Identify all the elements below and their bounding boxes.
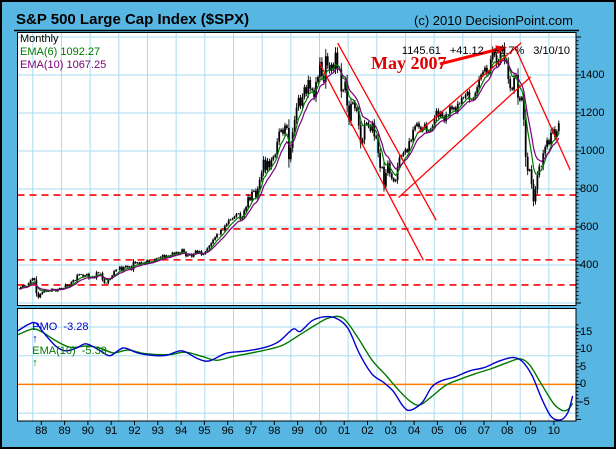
price-axis-label: 1000 <box>580 145 605 157</box>
pmo-axis-label: -5 <box>580 395 590 408</box>
price-axis-label: 400 <box>580 259 599 271</box>
pmo-ema-value: -5.39 <box>81 345 107 357</box>
year-label: 99 <box>291 425 304 437</box>
last-price: 1145.61 <box>401 45 441 57</box>
pmo-line-pmo <box>17 315 574 421</box>
year-label: 96 <box>221 425 234 437</box>
quote-date: 3/10/10 <box>533 45 570 57</box>
ema10-line <box>18 59 560 291</box>
year-label: 02 <box>361 425 374 437</box>
support-lines <box>17 194 576 286</box>
year-label: 10 <box>547 425 561 437</box>
axis-ticks <box>40 36 581 425</box>
year-label: 09 <box>524 425 537 437</box>
pmo-ema-label: EMA(10) <box>32 345 76 357</box>
pmo-ema-up-arrow-icon: ↑ <box>32 357 38 369</box>
pmo-value: -3.28 <box>63 321 89 333</box>
ema6-line <box>18 54 560 292</box>
trend-lines <box>318 42 571 261</box>
year-label: 07 <box>477 425 491 437</box>
pmo-axis-label: 10 <box>580 343 593 356</box>
chart-title: S&P 500 Large Cap Index ($SPX) <box>16 11 250 28</box>
year-label: 90 <box>81 425 95 437</box>
pmo-axis-label: 15 <box>580 325 593 338</box>
year-label: 91 <box>105 425 118 437</box>
may-2007-annotation: May 2007 <box>371 53 447 73</box>
ema6-legend: EMA(6) 1092.27 <box>20 46 101 58</box>
copyright-text: (c) 2010 DecisionPoint.com <box>414 13 573 28</box>
price-axis-label: 1200 <box>580 107 605 119</box>
year-label: 01 <box>338 425 351 437</box>
pmo-label: PMO <box>32 321 58 333</box>
year-label: 94 <box>174 425 188 437</box>
decline-2008 <box>514 46 571 171</box>
pmo-panel-border <box>17 308 577 422</box>
pmo-up-arrow-icon: ↑ <box>32 333 38 345</box>
year-label: 93 <box>151 425 164 437</box>
rise-channel-upper <box>417 42 522 134</box>
last-quote-strip: 1145.61 +41.12 +3.7% 3/10/10 <box>390 33 570 69</box>
price-axis-label: 600 <box>580 221 599 233</box>
main-panel-border <box>17 32 577 306</box>
year-label: 04 <box>407 425 421 437</box>
year-label: 00 <box>314 425 328 437</box>
year-label: 03 <box>384 425 397 437</box>
year-label: 98 <box>268 425 281 437</box>
year-label: 95 <box>198 425 211 437</box>
price-axis-label: 1400 <box>580 69 605 81</box>
year-label: 05 <box>431 425 444 437</box>
year-label: 97 <box>244 425 258 437</box>
year-label: 08 <box>501 425 514 437</box>
pmo-axis-label: 5 <box>580 360 587 373</box>
annotation-arrow-head <box>495 45 508 55</box>
candle-bodies <box>20 46 560 298</box>
decline-channel-upper <box>337 42 437 221</box>
pmo-legend: PMO -3.28 ↑ EMA(10) -5.39 ↑ <box>20 309 107 381</box>
year-label: 88 <box>35 425 48 437</box>
ema10-legend: EMA(10) 1067.25 <box>20 59 107 71</box>
price-series <box>18 42 560 299</box>
price-axis-label: 800 <box>580 183 599 195</box>
annotation-arrow-shaft <box>439 48 497 66</box>
pmo-line-ema10 <box>17 315 574 412</box>
price-change: +41.12 <box>449 45 484 57</box>
year-label: 92 <box>128 425 141 437</box>
percent-change: +3.7% <box>492 45 525 57</box>
pmo-axis-label: 0 <box>580 378 587 391</box>
timeframe-label: Monthly <box>20 33 59 45</box>
pmo-series <box>17 315 574 421</box>
decline-channel-lower <box>318 62 424 261</box>
year-label: 06 <box>454 425 467 437</box>
year-label: 89 <box>58 425 71 437</box>
rise-channel-lower <box>398 76 532 199</box>
